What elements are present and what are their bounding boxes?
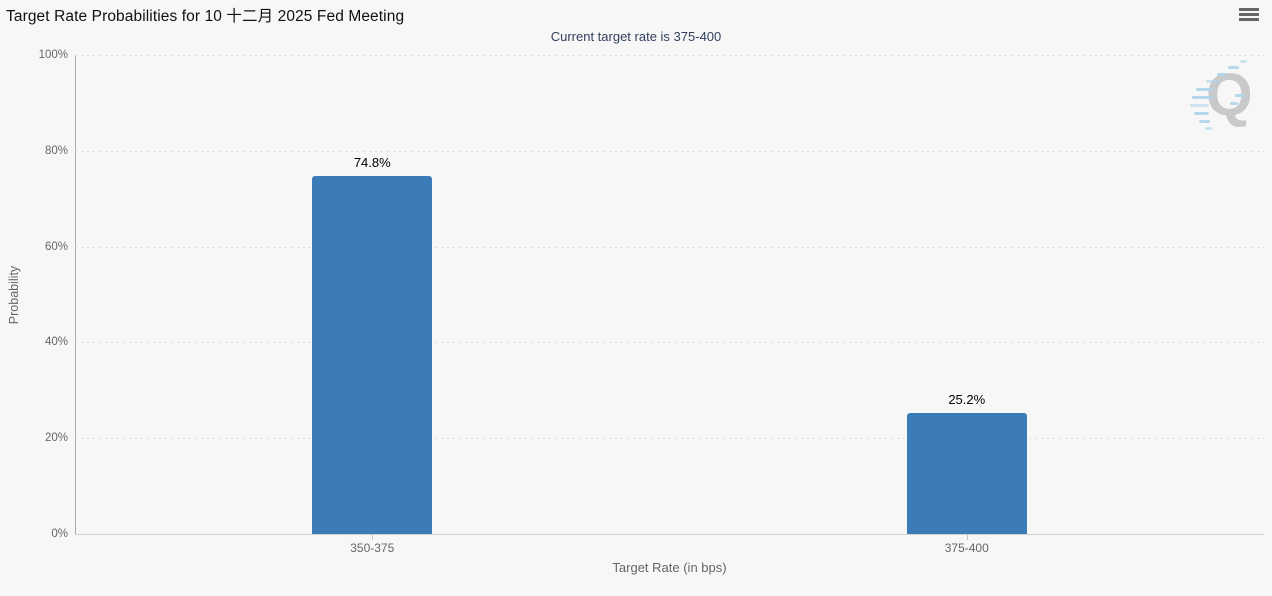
y-axis-title: Probability bbox=[7, 265, 21, 325]
gridline bbox=[75, 342, 1264, 344]
y-tick-label: 100% bbox=[38, 49, 68, 61]
watermark-streak bbox=[1194, 112, 1209, 115]
y-tick-label: 0% bbox=[51, 528, 68, 540]
q-letter: Q bbox=[1206, 61, 1253, 128]
x-category-label: 375-400 bbox=[944, 541, 989, 555]
y-tick-label: 40% bbox=[44, 336, 68, 349]
x-tick-mark bbox=[966, 534, 968, 540]
x-axis-line bbox=[75, 534, 1264, 535]
watermark-streak bbox=[1217, 73, 1226, 76]
gridline bbox=[75, 438, 1264, 440]
bar-value-label: 25.2% bbox=[948, 392, 986, 408]
gridline bbox=[75, 246, 1264, 248]
watermark-streak bbox=[1205, 127, 1212, 130]
y-tick-label: 60% bbox=[44, 240, 68, 253]
watermark-streak bbox=[1230, 102, 1238, 105]
bar-350-375[interactable] bbox=[312, 175, 433, 534]
gridline bbox=[75, 150, 1264, 152]
watermark-streak bbox=[1235, 94, 1245, 97]
hamburger-bar bbox=[1239, 8, 1259, 11]
watermark-streak bbox=[1192, 96, 1213, 99]
watermark-streak bbox=[1206, 80, 1219, 83]
hamburger-menu-icon[interactable] bbox=[1237, 6, 1261, 26]
x-category-label: 350-375 bbox=[350, 541, 395, 555]
bar-value-label: 74.8% bbox=[353, 154, 391, 170]
x-tick-mark bbox=[372, 534, 374, 540]
bar-375-400[interactable] bbox=[906, 413, 1027, 534]
watermark-streak bbox=[1199, 120, 1210, 123]
y-axis-line bbox=[75, 55, 76, 534]
hamburger-bar bbox=[1239, 13, 1259, 16]
y-tick-label: 20% bbox=[44, 432, 68, 445]
y-tick-label: 80% bbox=[44, 144, 68, 157]
hamburger-bar bbox=[1239, 18, 1259, 21]
gridline bbox=[75, 55, 1264, 56]
chart-subtitle: Current target rate is 375-400 bbox=[550, 29, 722, 44]
x-axis-title: Target Rate (in bps) bbox=[612, 560, 727, 575]
watermark-streak bbox=[1190, 104, 1209, 107]
watermark-streak bbox=[1196, 88, 1213, 91]
chart-title: Target Rate Probabilities for 10 十二月 202… bbox=[6, 8, 405, 25]
watermark-streak bbox=[1228, 66, 1239, 69]
watermark-streak bbox=[1240, 60, 1247, 63]
